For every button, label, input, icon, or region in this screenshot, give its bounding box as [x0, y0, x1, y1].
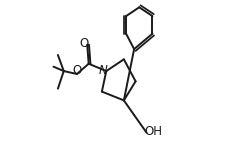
Text: O: O [73, 64, 82, 77]
Text: N: N [98, 64, 107, 77]
Text: O: O [79, 37, 88, 50]
Text: OH: OH [144, 125, 162, 138]
